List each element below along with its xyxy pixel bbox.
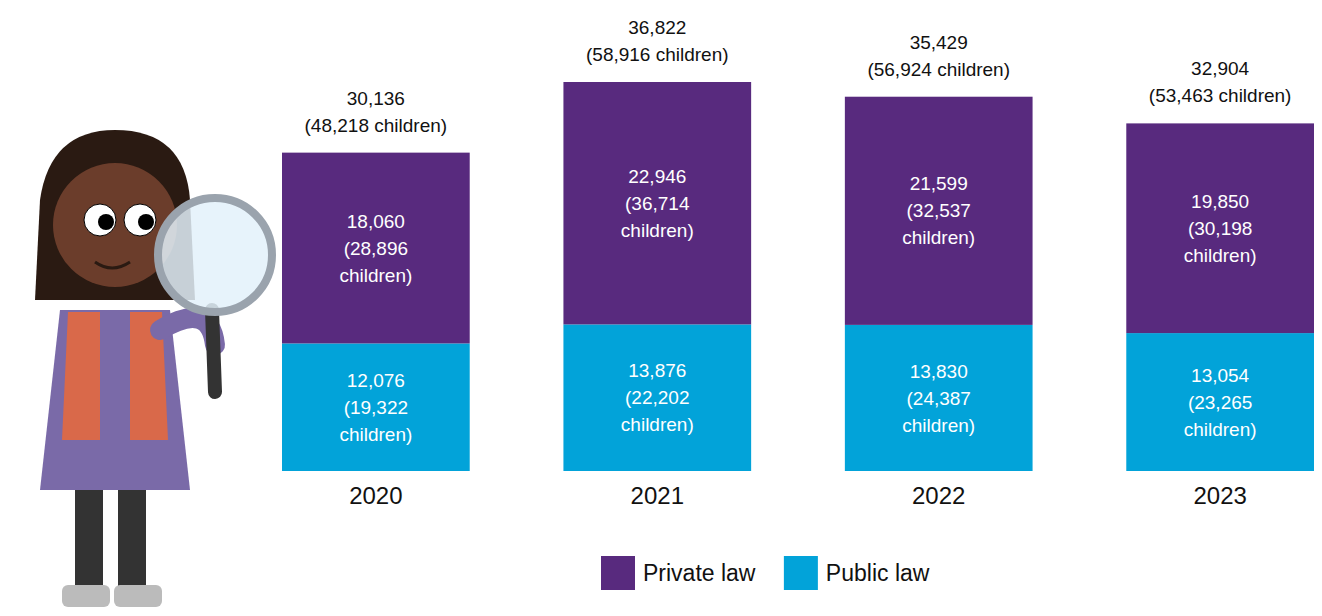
value-label: 13,876: [628, 360, 686, 381]
children-label-line: (30,198: [1188, 218, 1252, 239]
children-label-line: (23,265: [1188, 392, 1252, 413]
children-label-line: (19,322: [344, 397, 408, 418]
figure-eye: [84, 204, 116, 236]
children-label: (24,387 children): [902, 388, 975, 436]
x-axis: 2020 2021 2022 2023: [349, 482, 1247, 509]
total-children-label: (53,463 children): [1149, 85, 1292, 106]
bar-segment: [845, 325, 1033, 471]
total-label: 36,822: [628, 17, 686, 38]
children-label-line: (28,896: [344, 238, 408, 259]
x-tick: 2023: [1193, 482, 1246, 509]
children-label: (23,265 children): [1184, 392, 1257, 440]
x-tick-label: 2023: [1193, 482, 1246, 509]
children-label: (19,322 children): [339, 397, 412, 445]
x-tick: 2022: [912, 482, 965, 509]
children-label: (28,896 children): [339, 238, 412, 286]
data-labels: 12,076 (19,322 children) 13,876 (22,202 child…: [339, 166, 1256, 445]
x-tick-label: 2022: [912, 482, 965, 509]
x-tick-label: 2021: [631, 482, 684, 509]
total-label: 30,136: [347, 88, 405, 109]
children-label: (30,198 children): [1184, 218, 1257, 266]
bar-segment: [282, 153, 470, 344]
children-label-line: (22,202: [625, 387, 689, 408]
figure-shoe: [62, 585, 110, 607]
legend-label: Private law: [643, 560, 756, 586]
illustration: [35, 130, 272, 607]
children-label-line: (24,387: [906, 388, 970, 409]
children-label-line: (32,537: [906, 200, 970, 221]
children-label-line: children): [1184, 419, 1257, 440]
value-label: 21,599: [910, 173, 968, 194]
children-label-line: children): [339, 265, 412, 286]
children-label-line: children): [902, 415, 975, 436]
total-children-label: (58,916 children): [586, 44, 729, 65]
children-label: (32,537 children): [902, 200, 975, 248]
totals: 30,136 (48,218 children) 36,822 (58,916 chi…: [305, 17, 1292, 136]
total-children-label: (48,218 children): [305, 115, 448, 136]
total-label: 32,904: [1191, 58, 1250, 79]
x-tick-label: 2020: [349, 482, 402, 509]
legend-swatch: [601, 556, 635, 590]
x-tick: 2020: [349, 482, 402, 509]
bar-segment: [1126, 123, 1314, 333]
value-label: 18,060: [347, 211, 405, 232]
legend-swatch: [784, 556, 818, 590]
legend-label: Public law: [826, 560, 930, 586]
bar-segment: [563, 324, 751, 471]
x-tick: 2021: [631, 482, 684, 509]
value-label: 22,946: [628, 166, 686, 187]
total-label: 35,429: [910, 32, 968, 53]
bar-segment: [1126, 333, 1314, 471]
value-label: 12,076: [347, 370, 405, 391]
legend: Private law Public law: [601, 556, 930, 590]
children-label-line: children): [339, 424, 412, 445]
figure-shoe: [114, 585, 162, 607]
chart: 12,076 (19,322 children) 13,876 (22,202 child…: [0, 0, 1322, 616]
children-label: (22,202 children): [621, 387, 694, 435]
bar-segment: [563, 82, 751, 324]
children-label: (36,714 children): [621, 193, 694, 241]
figure-pupil: [138, 214, 154, 230]
figure-eye: [124, 204, 156, 236]
bar-segment: [845, 97, 1033, 325]
children-label-line: children): [1184, 245, 1257, 266]
total-children-label: (56,924 children): [867, 59, 1010, 80]
children-label-line: children): [621, 220, 694, 241]
children-label-line: children): [621, 414, 694, 435]
bars: [282, 82, 1314, 471]
magnifier-handle: [212, 310, 215, 392]
figure-mouth: [95, 262, 130, 268]
magnifier-lens: [158, 198, 272, 312]
bar-segment: [282, 343, 470, 471]
value-label: 13,054: [1191, 365, 1250, 386]
children-label-line: (36,714: [625, 193, 690, 214]
children-label-line: children): [902, 227, 975, 248]
value-label: 13,830: [910, 361, 968, 382]
value-label: 19,850: [1191, 191, 1249, 212]
figure-pupil: [98, 214, 114, 230]
